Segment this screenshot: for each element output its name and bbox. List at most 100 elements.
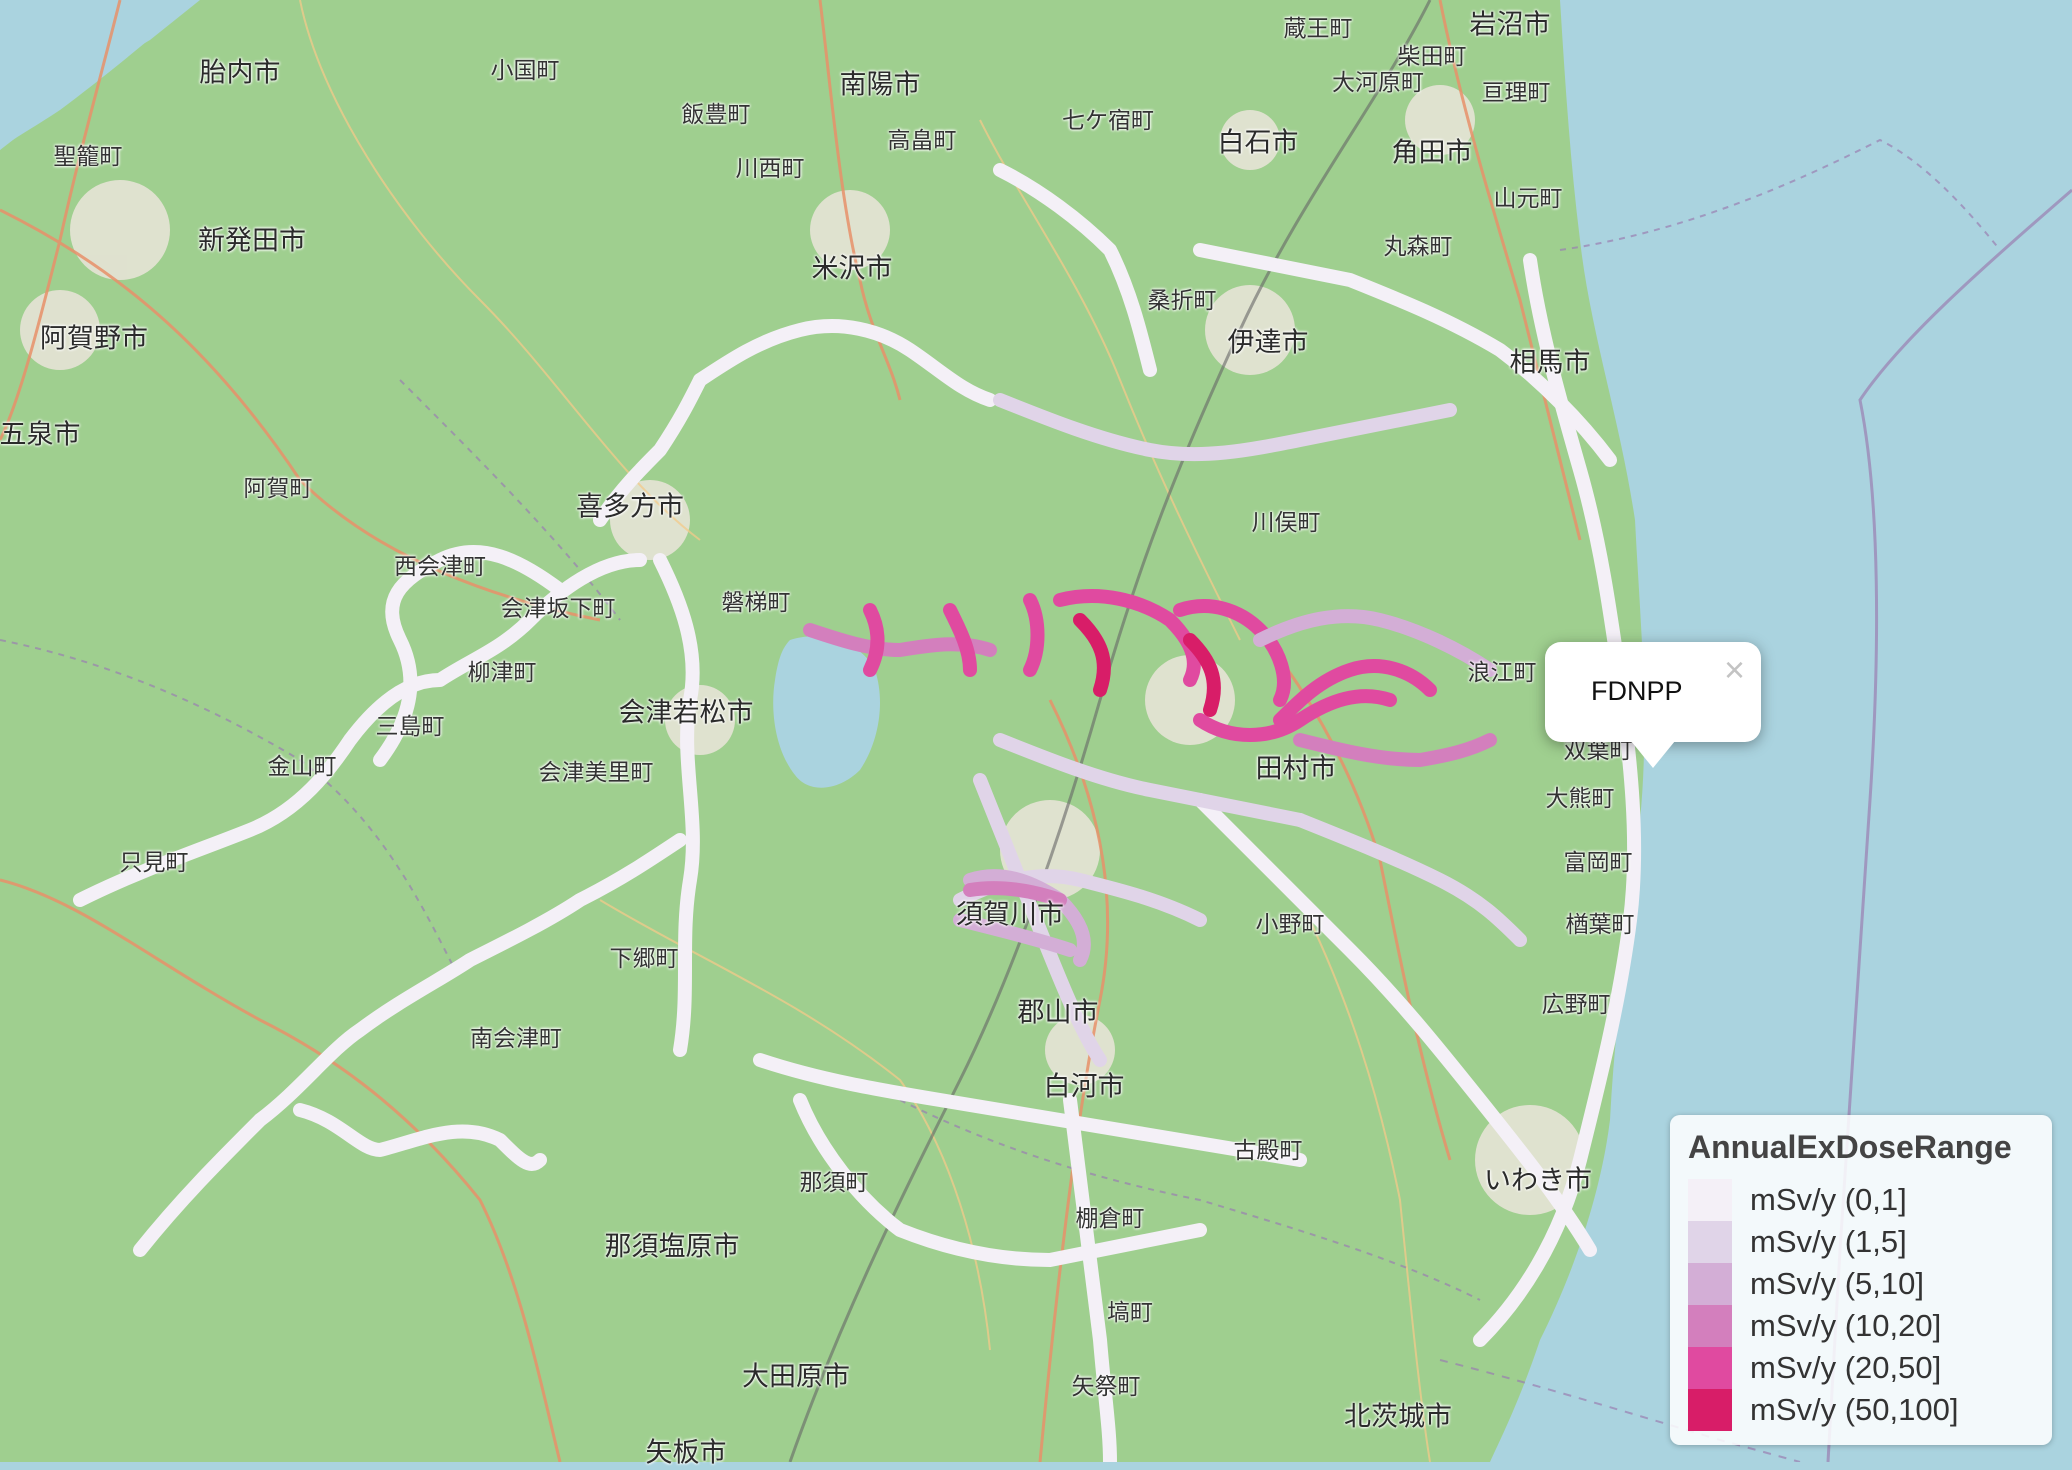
place-label-namie: 浪江町: [1467, 660, 1537, 686]
place-label-otawara: 大田原市: [742, 1361, 850, 1393]
dose-track: [1293, 733, 1497, 767]
dose-track: [753, 1053, 1307, 1167]
close-icon[interactable]: ×: [1723, 649, 1745, 690]
place-label-shiroishi: 白石市: [1217, 127, 1299, 159]
legend-item: mSv/y (10,20]: [1688, 1305, 2038, 1347]
dose-track: [943, 603, 977, 677]
legend-label: mSv/y (20,50]: [1750, 1350, 1942, 1385]
place-label-kitakata: 喜多方市: [576, 491, 684, 523]
place-label-yamatsuri: 矢祭町: [1071, 1374, 1141, 1400]
place-label-aizumisato: 会津美里町: [538, 760, 654, 786]
legend-item: mSv/y (5,10]: [1688, 1263, 2038, 1305]
place-label-seiro: 聖籠町: [53, 144, 123, 170]
legend-swatch: [1688, 1389, 1732, 1431]
legend-label: mSv/y (10,20]: [1750, 1308, 1942, 1343]
place-label-bandai: 磐梯町: [721, 590, 791, 616]
place-label-marumori: 丸森町: [1383, 234, 1453, 260]
place-label-takahata: 高畠町: [887, 128, 957, 154]
legend: AnnualExDoseRange mSv/y (0,1] mSv/y (1,5…: [1670, 1115, 2052, 1445]
place-label-kitaibaraki: 北茨城市: [1344, 1401, 1452, 1433]
dose-track: [1073, 613, 1111, 697]
dose-track: [73, 553, 647, 907]
place-label-oguni: 小国町: [490, 58, 560, 84]
dose-track: [1183, 633, 1221, 717]
dose-track: [993, 393, 1457, 462]
place-label-futaba: 双葉町: [1563, 738, 1633, 764]
place-label-aga: 阿賀町: [243, 476, 313, 502]
legend-swatch: [1688, 1347, 1732, 1389]
dose-track: [1473, 253, 1642, 1347]
urban-areas: [20, 85, 1585, 1215]
fdnpp-popup[interactable]: FDNPP ×: [1545, 642, 1761, 768]
place-label-kuwaori: 桑折町: [1147, 288, 1217, 314]
legend-label: mSv/y (50,100]: [1750, 1392, 1959, 1427]
legend-item: mSv/y (1,5]: [1688, 1221, 2038, 1263]
place-label-naraha: 楢葉町: [1565, 912, 1635, 938]
dose-track: [293, 1103, 547, 1171]
place-label-shirakawa: 白河市: [1043, 1071, 1125, 1103]
place-label-shibata-town: 柴田町: [1397, 44, 1467, 70]
dose-track: [1293, 813, 1527, 947]
legend-item: mSv/y (20,50]: [1688, 1347, 2038, 1389]
place-label-koriyama: 郡山市: [1017, 997, 1099, 1029]
legend-swatch: [1688, 1305, 1732, 1347]
place-label-soma: 相馬市: [1509, 347, 1591, 379]
legend-swatch: [1688, 1263, 1732, 1305]
place-label-tanagura: 棚倉町: [1075, 1206, 1145, 1232]
dose-track: [993, 733, 1307, 827]
legend-label: mSv/y (0,1]: [1750, 1182, 1907, 1217]
place-label-shimogo: 下郷町: [609, 946, 679, 972]
dose-track: [993, 163, 1157, 377]
place-label-tadami: 只見町: [119, 850, 189, 876]
place-label-tamura: 田村市: [1255, 753, 1337, 785]
place-label-nanyo: 南陽市: [839, 69, 921, 101]
dose-track: [973, 773, 1107, 1067]
place-label-ono: 小野町: [1255, 912, 1325, 938]
dose-track: [1273, 659, 1437, 727]
place-label-iwanuma: 岩沼市: [1469, 9, 1551, 41]
lake-inawashiro: [773, 636, 880, 788]
dose-track: [1173, 599, 1291, 707]
dose-track: [373, 545, 567, 767]
place-label-kawanishi: 川西町: [735, 156, 805, 182]
dose-track: [1053, 589, 1201, 687]
place-label-aizubange: 会津坂下町: [500, 596, 616, 622]
dose-track: [593, 373, 707, 527]
place-label-furudono: 古殿町: [1233, 1138, 1303, 1164]
place-label-kakuda: 角田市: [1391, 137, 1473, 169]
railway: [788, 0, 1432, 1463]
legend-label: mSv/y (5,10]: [1750, 1266, 1924, 1301]
place-label-mishima: 三島町: [375, 714, 445, 740]
dose-track: [693, 319, 997, 407]
place-label-agano: 阿賀野市: [40, 323, 148, 355]
place-label-yanaizu: 柳津町: [467, 660, 537, 686]
place-label-minamiaizu: 南会津町: [470, 1026, 562, 1052]
dose-track: [1253, 609, 1497, 677]
dose-track: [963, 881, 1067, 907]
main-roads: [0, 0, 1582, 1463]
place-label-yaita: 矢板市: [645, 1437, 727, 1469]
dose-track: [1063, 1093, 1117, 1469]
legend-item: mSv/y (0,1]: [1688, 1179, 2038, 1221]
legend-swatch: [1688, 1179, 1732, 1221]
place-label-gosen: 五泉市: [0, 419, 81, 451]
sea-of-japan: [0, 0, 195, 150]
place-label-nasu: 那須町: [799, 1170, 869, 1196]
place-label-yonezawa: 米沢市: [811, 253, 893, 285]
dose-track: [793, 1093, 1207, 1267]
dose-track: [1023, 593, 1045, 677]
dose-tracks: [73, 163, 1642, 1469]
legend-label: mSv/y (1,5]: [1750, 1224, 1907, 1259]
place-label-iide: 飯豊町: [681, 102, 751, 128]
place-label-okuma: 大熊町: [1545, 786, 1615, 812]
place-label-zao: 蔵王町: [1283, 16, 1353, 42]
place-label-kaneyama: 金山町: [267, 754, 337, 780]
place-label-shibata-city: 新発田市: [198, 225, 306, 257]
dose-track: [1193, 689, 1397, 742]
legend-swatch: [1688, 1221, 1732, 1263]
dose-track: [953, 913, 1077, 957]
place-label-aizuwakamatsu: 会津若松市: [618, 697, 754, 729]
place-label-yamamoto: 山元町: [1493, 186, 1563, 212]
place-label-nishiaizu: 西会津町: [394, 554, 486, 580]
